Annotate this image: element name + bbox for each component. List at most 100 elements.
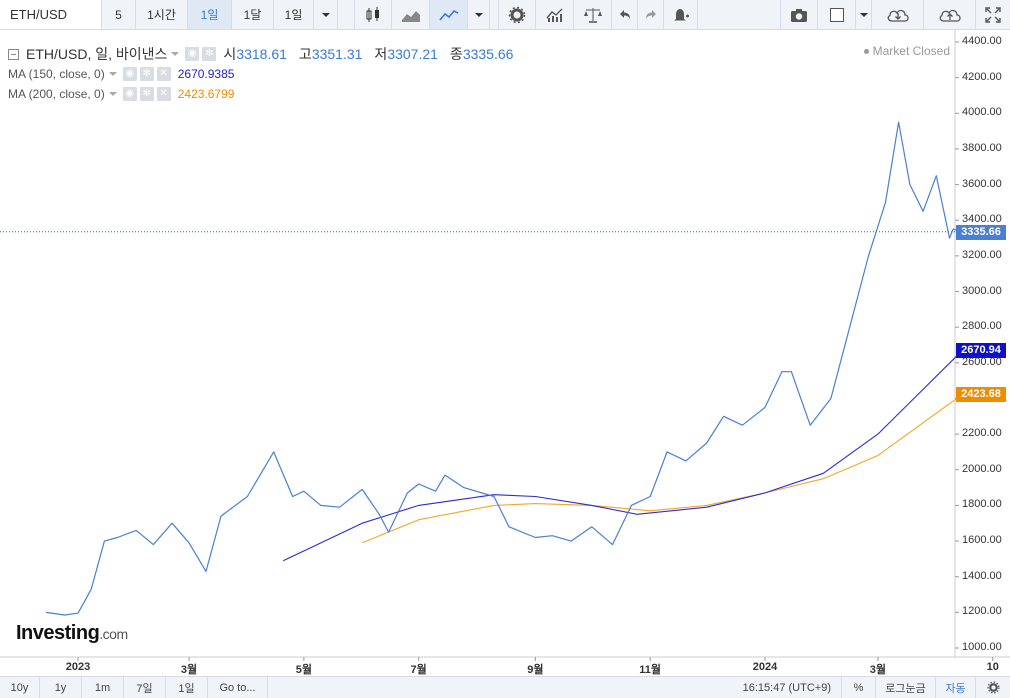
compare-scale-icon[interactable] [574,0,612,29]
logo-main: Investing [16,622,100,644]
x-tick-label: 11월 [639,664,662,676]
color-box-icon[interactable] [818,0,856,29]
y-tick-label: 4400.00 [962,35,1002,47]
high-label: 고 [298,46,312,62]
cloud-load-icon[interactable] [872,0,924,29]
x-tick-label: 5월 [295,664,312,676]
interval-1mo-button[interactable]: 1달 [232,0,274,29]
ma150-menu-icon[interactable] [108,72,117,76]
ma200-value: 2423.6799 [177,87,235,101]
y-tick-label: 2600.00 [962,355,1002,368]
market-status: Market Closed [863,44,950,58]
symbol-input[interactable]: ETH/USD [0,0,102,29]
x-tick-label: 7월 [410,664,427,676]
high-value: 3351.31 [311,46,363,62]
ma200-price-tag: 2423.68 [956,387,1006,403]
color-dropdown-icon[interactable] [856,0,872,29]
y-tick-label: 1600.00 [962,534,1002,547]
range-1m-button[interactable]: 1m [82,677,124,698]
top-toolbar: ETH/USD 5 1시간 1일 1달 1일 [0,0,1010,30]
price-line [45,121,963,616]
goto-button[interactable]: Go to... [208,677,268,698]
x-tick-label: 2023 [65,661,91,673]
investing-logo: Investing.com [16,622,128,645]
close-value: 3335.66 [462,46,514,62]
ma200-remove-icon[interactable]: ✕ [156,87,171,101]
area-chart-icon[interactable] [392,0,430,29]
y-tick-label: 3000.00 [962,284,1002,297]
ma150-label[interactable]: MA (150, close, 0) [8,67,105,81]
range-7d-button[interactable]: 7일 [124,677,166,698]
interval-dropdown-label[interactable]: 1일 [274,0,314,29]
candles-icon[interactable] [354,0,392,29]
ma150-visibility-icon[interactable]: ◉ [122,67,137,81]
low-label: 저 [374,46,388,62]
ma200-visibility-icon[interactable]: ◉ [122,87,137,101]
camera-icon[interactable] [780,0,818,29]
visibility-eye-icon[interactable]: ◉ [185,47,200,61]
x-tick-label: 3월 [180,664,198,676]
chart-settings-gear-icon[interactable] [976,677,1010,698]
redo-icon[interactable] [638,0,664,29]
bottom-toolbar: 10y 1y 1m 7일 1일 Go to... 16:15:47 (UTC+9… [0,676,1010,698]
y-tick-label: 3200.00 [962,248,1002,261]
interval-1d-button[interactable]: 1일 [188,0,232,29]
y-tick-label: 2200.00 [962,427,1002,440]
price-chart[interactable] [0,30,1010,676]
y-tick-label: 4000.00 [962,106,1002,119]
interval-value-input[interactable]: 5 [102,0,136,29]
ma200-menu-icon[interactable] [108,92,117,96]
collapse-icon[interactable] [8,48,19,60]
y-tick-label: 2000.00 [962,462,1002,475]
ma200-legend: MA (200, close, 0) ◉ ✻ ✕ 2423.6799 [8,84,521,104]
ma150-legend: MA (150, close, 0) ◉ ✻ ✕ 2670.9385 [8,64,521,84]
clock-timezone[interactable]: 16:15:47 (UTC+9) [733,677,842,698]
ma150-remove-icon[interactable]: ✕ [156,67,171,81]
settings-gear-icon[interactable] [498,0,536,29]
line-chart-icon[interactable] [430,0,468,29]
undo-icon[interactable] [612,0,638,29]
ma150-line [282,349,963,562]
low-value: 3307.21 [387,46,438,62]
close-label: 종 [449,46,463,62]
chart-type-dropdown-icon[interactable] [468,0,490,29]
series-settings-icon[interactable]: ✻ [202,47,217,61]
x-tick-label: 2024 [752,661,778,673]
series-title[interactable]: ETH/USD, 일, 바이낸스 [26,46,168,62]
y-tick-label: 1800.00 [962,498,1002,511]
ma150-value: 2670.9385 [177,67,235,81]
y-tick-label: 1400.00 [962,569,1002,582]
y-tick-label: 3600.00 [962,177,1002,190]
chart-area[interactable] [0,30,1010,676]
y-tick-label: 3400.00 [962,213,1002,226]
log-scale-toggle[interactable]: 로그눈금 [876,677,936,698]
interval-1h-button[interactable]: 1시간 [136,0,188,29]
indicators-icon[interactable] [536,0,574,29]
cloud-save-icon[interactable] [924,0,976,29]
percent-scale-toggle[interactable]: % [842,677,876,698]
ma150-settings-icon[interactable]: ✻ [139,67,154,81]
open-label: 시 [223,46,237,62]
range-1d-button[interactable]: 1일 [166,677,208,698]
status-dot-icon [863,49,869,55]
fullscreen-icon[interactable] [976,0,1010,29]
alert-bell-icon[interactable] [664,0,698,29]
x-tick-label: 3월 [869,664,887,676]
y-tick-label: 1200.00 [962,605,1002,618]
ma200-settings-icon[interactable]: ✻ [139,87,154,101]
last-price-tag: 3335.66 [956,224,1006,240]
y-tick-label: 1000.00 [962,641,1002,653]
chart-legend: ETH/USD, 일, 바이낸스 ◉ ✻ 시 3318.61 고 3351.31 저… [8,44,521,104]
interval-dropdown-icon[interactable] [314,0,338,29]
range-1y-button[interactable]: 1y [40,677,82,698]
x-tick-label: 9월 [527,664,544,676]
open-value: 3318.61 [236,46,287,62]
auto-scale-toggle[interactable]: 자동 [936,677,976,698]
ma200-label[interactable]: MA (200, close, 0) [8,87,105,101]
y-tick-label: 2800.00 [962,320,1002,333]
logo-suffix: .com [99,626,128,642]
range-10y-button[interactable]: 10y [0,677,40,698]
market-status-text: Market Closed [872,44,950,58]
ma150-price-tag: 2670.94 [956,343,1006,359]
series-menu-icon[interactable] [171,52,180,56]
